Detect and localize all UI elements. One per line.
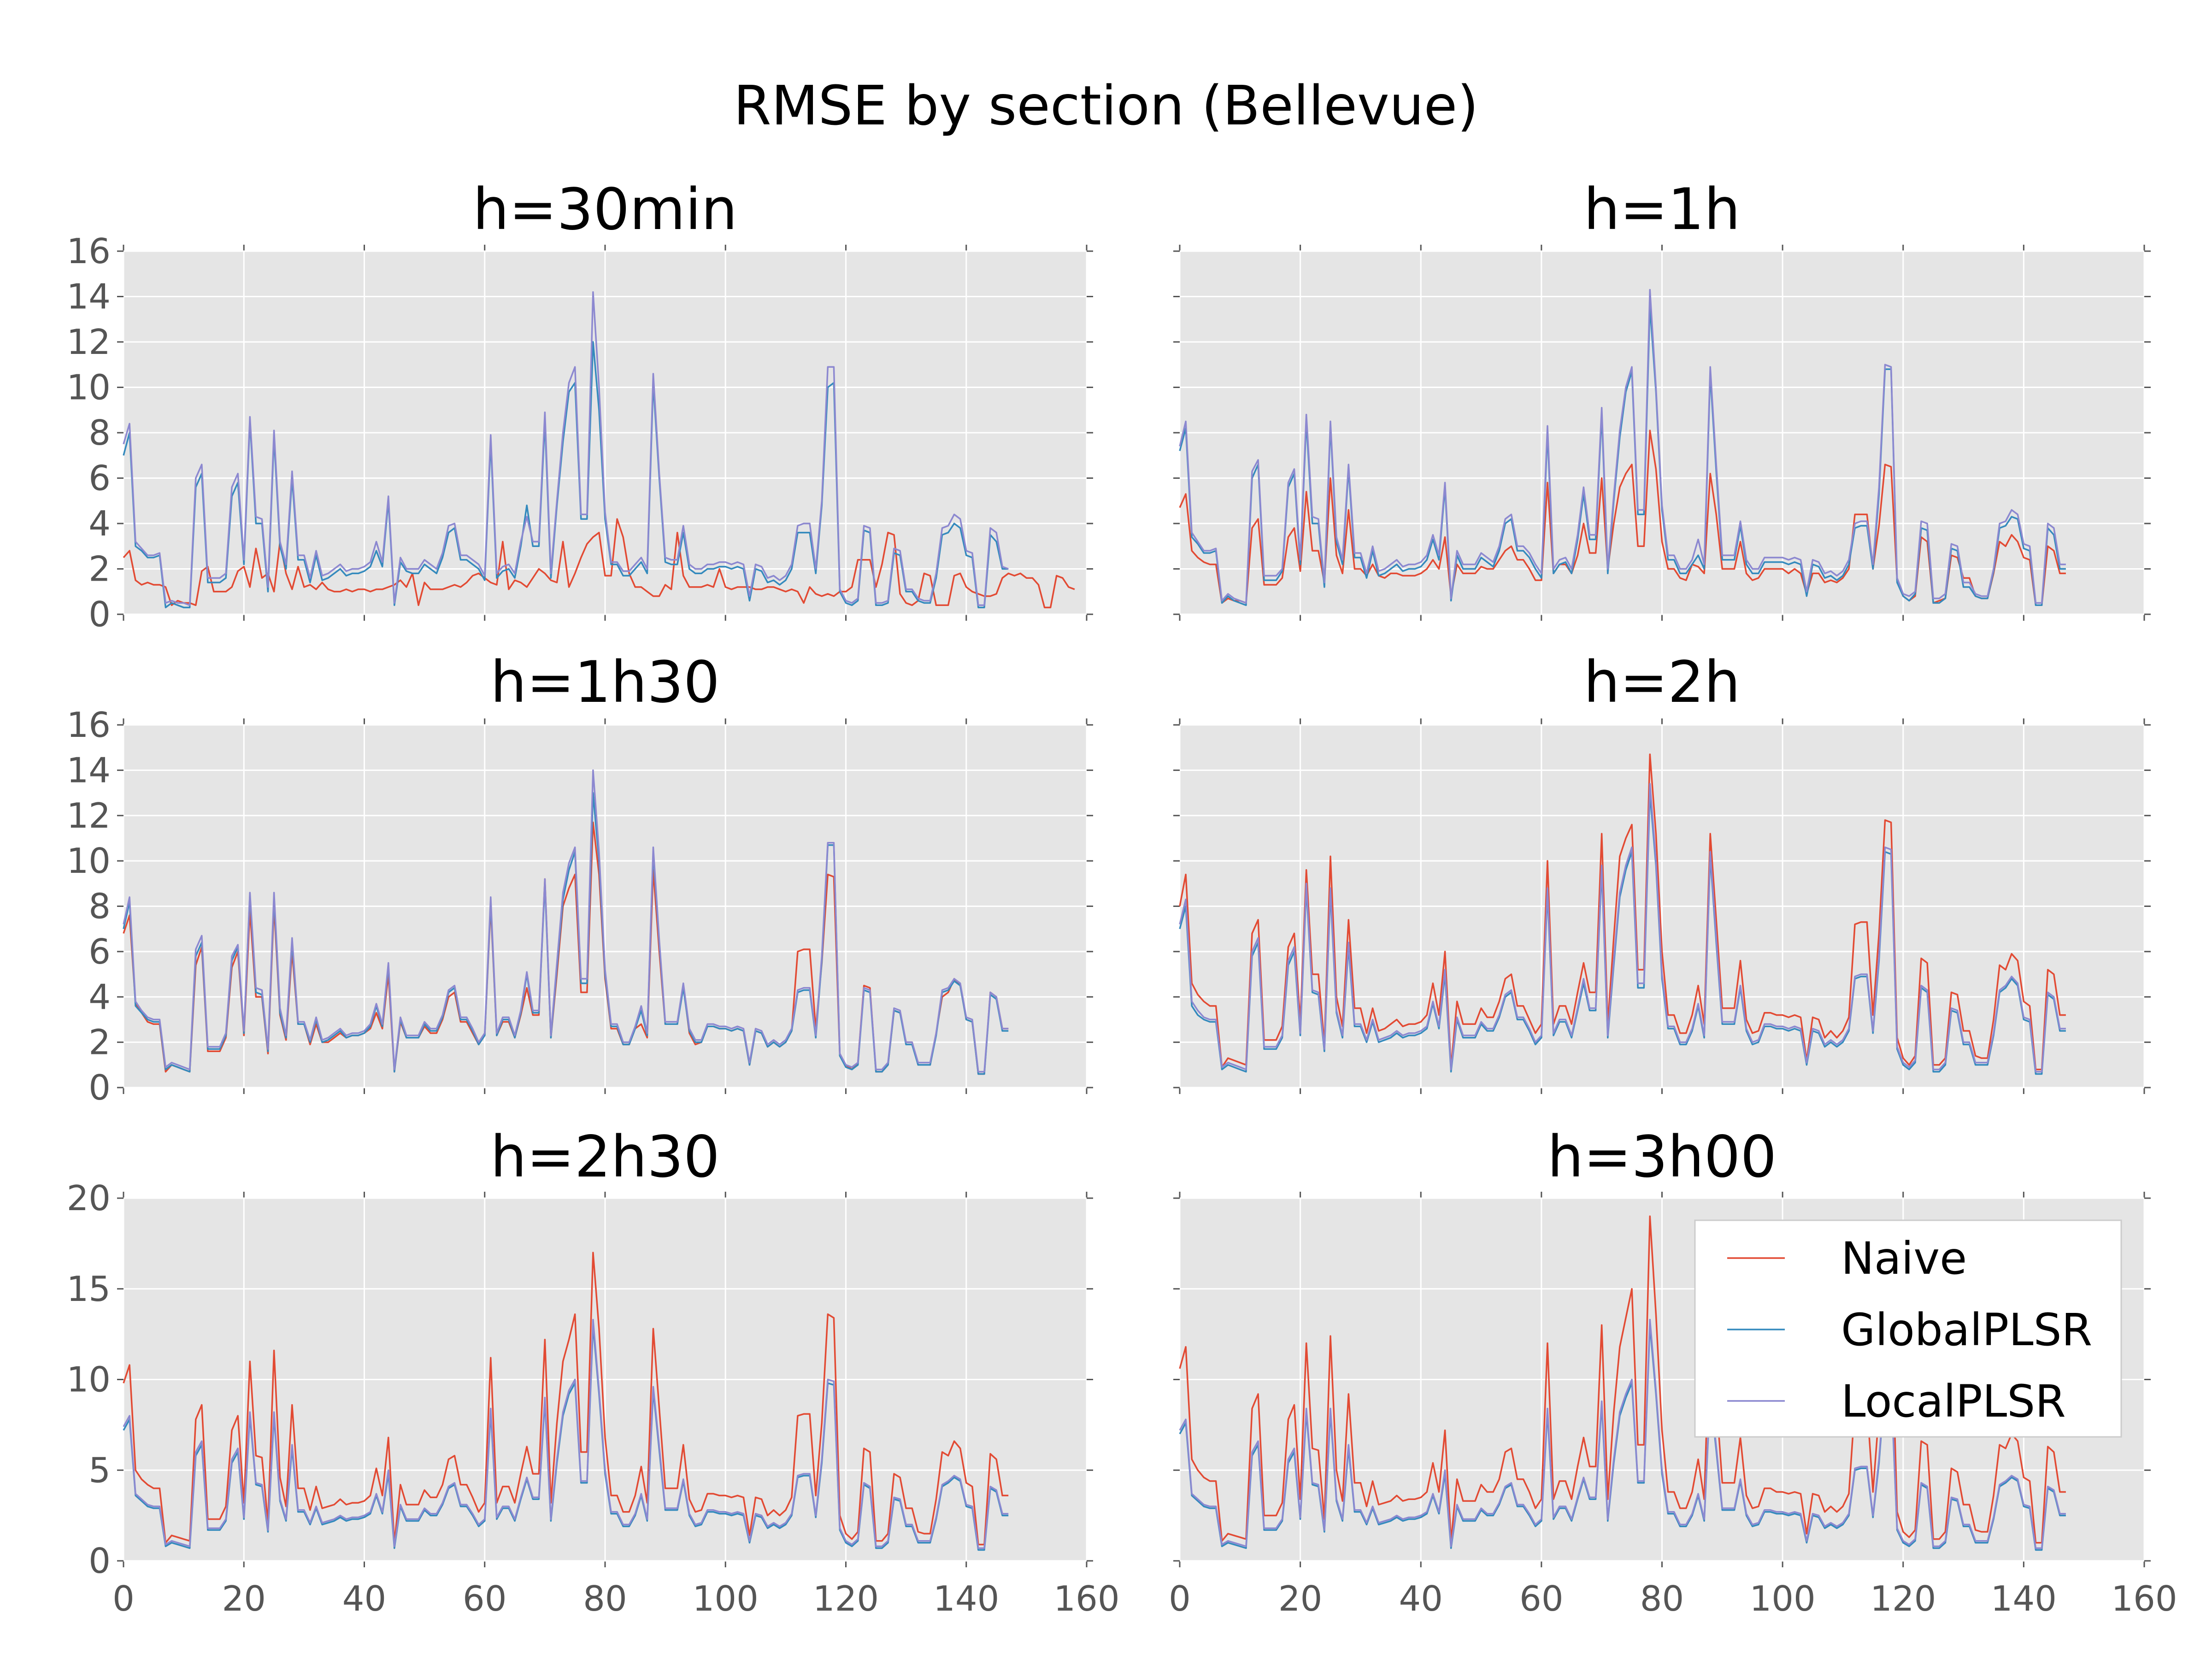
y-tick-label: 6 xyxy=(88,458,111,499)
panel-title: h=1h30 xyxy=(490,649,720,716)
legend-label-localplsr: LocalPLSR xyxy=(1841,1376,2066,1427)
figure-title: RMSE by section (Bellevue) xyxy=(734,74,1479,137)
x-tick-label: 160 xyxy=(2111,1578,2177,1619)
panel-title: h=3h00 xyxy=(1547,1124,1777,1190)
panel-title: h=2h xyxy=(1584,649,1741,716)
series-line-localplsr xyxy=(1179,1318,2066,1549)
series-line-naive xyxy=(1179,1215,2066,1544)
y-tick-label: 8 xyxy=(88,412,111,453)
x-tick-label: 80 xyxy=(583,1578,627,1619)
panel-4: h=2h30 0 20 40 60 80 100 120 140 160 0 5 10 15 20 xyxy=(67,1124,1120,1619)
panel-0: h=30min 0 2 46 810 12 14 16 xyxy=(67,176,1093,635)
y-tick-label: 6 xyxy=(88,931,111,972)
x-tick-label: 40 xyxy=(1399,1578,1443,1619)
y-tick-label: 0 xyxy=(88,1541,111,1581)
y-tick-label: 8 xyxy=(88,886,111,927)
x-tick-label: 0 xyxy=(1169,1578,1191,1619)
x-tick-label: 140 xyxy=(1991,1578,2057,1619)
y-tick-label: 10 xyxy=(67,1359,111,1400)
y-tick-label: 4 xyxy=(88,503,111,544)
y-tick-label: 16 xyxy=(67,705,111,745)
y-tick-label: 10 xyxy=(67,367,111,408)
series-line-naive xyxy=(123,1252,1009,1546)
x-tick-label: 40 xyxy=(342,1578,386,1619)
x-tick-label: 20 xyxy=(222,1578,266,1619)
y-tick-label: 4 xyxy=(88,977,111,1017)
x-tick-label: 120 xyxy=(813,1578,879,1619)
y-tick-label: 2 xyxy=(88,549,111,589)
y-tick-label: 12 xyxy=(67,322,111,362)
series-line-localplsr xyxy=(1179,783,2066,1073)
legend: Naive GlobalPLSR LocalPLSR xyxy=(1694,1219,2122,1438)
series-line-localplsr xyxy=(123,291,1009,606)
x-tick-label: 160 xyxy=(1053,1578,1119,1619)
series-line-localplsr xyxy=(1179,288,2066,604)
series-line-localplsr xyxy=(123,1318,1009,1549)
panel-title: h=1h xyxy=(1584,176,1741,243)
panel-3: h=2h xyxy=(1173,649,2151,1094)
x-tick-label: 80 xyxy=(1640,1578,1684,1619)
x-tick-label: 60 xyxy=(1519,1578,1563,1619)
y-tick-label: 14 xyxy=(67,276,111,317)
x-tick-label: 100 xyxy=(1750,1578,1816,1619)
panel-2: h=1h30 02 4 68 10 12 14 16 xyxy=(67,649,1093,1108)
y-tick-label: 2 xyxy=(88,1022,111,1063)
x-tick-label: 0 xyxy=(112,1578,135,1619)
y-tick-label: 14 xyxy=(67,750,111,790)
x-tick-label: 60 xyxy=(463,1578,506,1619)
panel-1: h=1h xyxy=(1173,176,2151,621)
y-tick-label: 12 xyxy=(67,795,111,836)
legend-label-globalplsr: GlobalPLSR xyxy=(1841,1304,2092,1356)
series-line-localplsr xyxy=(123,769,1009,1073)
y-tick-label: 5 xyxy=(88,1450,111,1490)
x-tick-label: 120 xyxy=(1870,1578,1936,1619)
y-tick-label: 15 xyxy=(67,1269,111,1309)
y-tick-label: 20 xyxy=(67,1178,111,1218)
y-tick-label: 16 xyxy=(67,231,111,271)
x-tick-label: 20 xyxy=(1278,1578,1322,1619)
x-tick-label: 100 xyxy=(693,1578,759,1619)
panel-title: h=30min xyxy=(473,176,737,243)
legend-label-naive: Naive xyxy=(1841,1233,1967,1284)
x-tick-label: 140 xyxy=(933,1578,999,1619)
y-tick-label: 0 xyxy=(88,1067,111,1108)
y-tick-label: 0 xyxy=(88,594,111,635)
y-tick-label: 10 xyxy=(67,841,111,881)
panel-title: h=2h30 xyxy=(490,1124,720,1190)
